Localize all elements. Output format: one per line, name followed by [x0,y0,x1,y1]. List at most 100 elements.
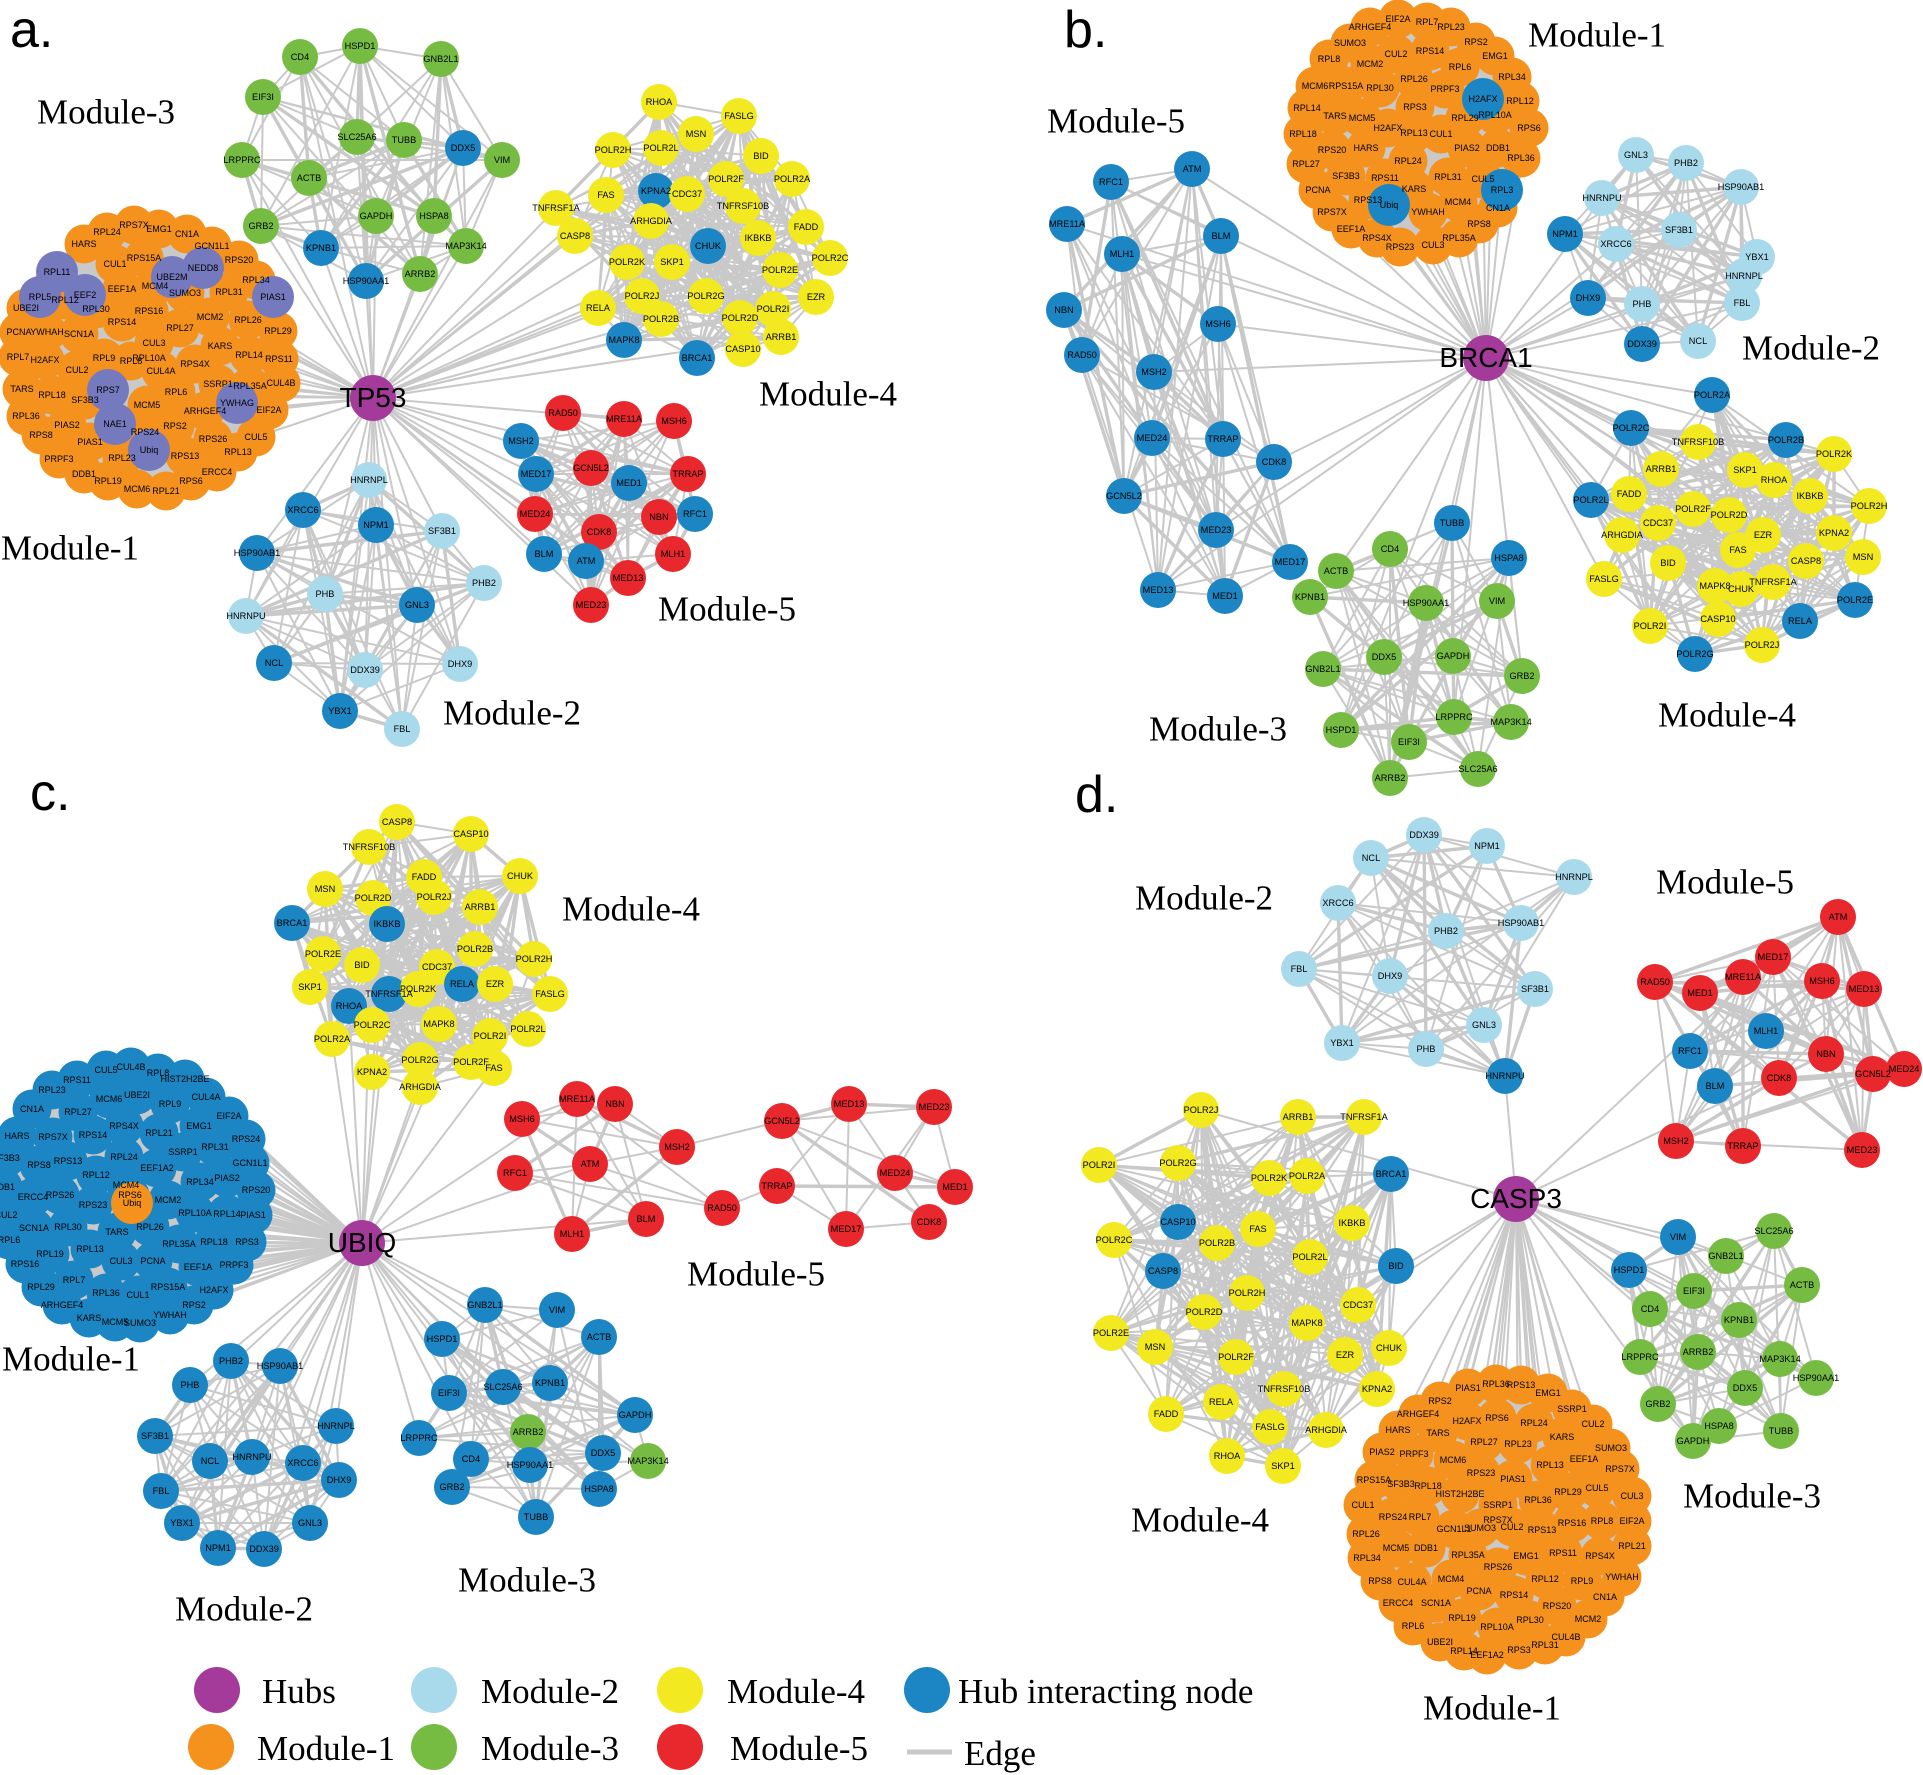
svg-text:RPL7: RPL7 [7,352,30,362]
svg-text:NCL: NCL [201,1456,219,1466]
svg-text:GAPDH: GAPDH [1437,651,1470,661]
svg-text:HSPD1: HSPD1 [1614,1265,1645,1275]
svg-text:SF3B3: SF3B3 [1332,171,1360,181]
svg-text:PRPF3: PRPF3 [1399,1449,1428,1459]
svg-text:POLR2F: POLR2F [1218,1352,1254,1362]
svg-text:MED13: MED13 [834,1099,865,1109]
svg-text:RPS3: RPS3 [1403,102,1427,112]
svg-text:BLM: BLM [535,549,554,559]
svg-text:Hubs: Hubs [262,1672,336,1711]
svg-text:RPL21: RPL21 [1618,1541,1646,1551]
svg-text:RPS16: RPS16 [11,1259,40,1269]
svg-text:MED13: MED13 [1143,585,1174,595]
svg-text:CUL2: CUL2 [65,365,88,375]
svg-text:PHB2: PHB2 [219,1356,243,1366]
svg-text:RPL24: RPL24 [93,227,121,237]
svg-text:CUL1: CUL1 [126,1290,149,1300]
svg-text:CUL2: CUL2 [0,1210,18,1220]
svg-text:PRPF3: PRPF3 [1430,84,1459,94]
svg-text:VIM: VIM [494,155,510,165]
svg-text:ARHGEF4: ARHGEF4 [1397,1409,1440,1419]
svg-text:RPS11: RPS11 [1371,173,1399,183]
svg-text:MED24: MED24 [1889,1064,1920,1074]
svg-text:ATM: ATM [577,556,596,566]
svg-text:MCM4: MCM4 [113,1180,140,1190]
svg-text:XRCC6: XRCC6 [287,1458,318,1468]
svg-text:RAD50: RAD50 [1067,350,1097,360]
svg-text:RPS3: RPS3 [1507,1645,1531,1655]
svg-text:HNRNPL: HNRNPL [1555,872,1593,882]
svg-text:MCM6: MCM6 [1440,1455,1467,1465]
svg-text:EIF3I: EIF3I [438,1388,460,1398]
svg-text:CUL4B: CUL4B [116,1062,145,1072]
svg-text:RPS4X: RPS4X [1585,1551,1615,1561]
svg-text:RELA: RELA [450,979,475,989]
svg-text:FADD: FADD [794,222,819,232]
svg-text:TRRAP: TRRAP [672,469,703,479]
svg-text:RPS11: RPS11 [265,354,293,364]
svg-text:RPL29: RPL29 [264,326,292,336]
svg-text:POLR2B: POLR2B [457,944,493,954]
svg-text:RPS15A: RPS15A [1357,1475,1392,1485]
svg-text:RPL13: RPL13 [1400,128,1428,138]
svg-text:PIAS1: PIAS1 [260,292,286,302]
svg-text:PRPF3: PRPF3 [44,454,73,464]
svg-text:RPL31: RPL31 [215,287,243,297]
svg-text:POLR2B: POLR2B [1768,435,1804,445]
svg-text:KPNA2: KPNA2 [641,186,671,196]
svg-text:H2AFX: H2AFX [1468,94,1497,104]
svg-text:SCN1A: SCN1A [1421,1598,1451,1608]
svg-text:RELA: RELA [1788,616,1813,626]
svg-text:MAP3K14: MAP3K14 [1490,717,1531,727]
svg-text:TNFRSF1A: TNFRSF1A [365,989,413,999]
svg-text:RPL7: RPL7 [1409,1512,1432,1522]
svg-text:CHUK: CHUK [507,871,534,881]
svg-text:DHX9: DHX9 [327,1475,352,1485]
svg-text:EEF1A2: EEF1A2 [1470,1650,1504,1660]
svg-text:RPS20: RPS20 [1318,145,1347,155]
svg-text:CHUK: CHUK [695,241,722,251]
svg-text:ACTB: ACTB [1324,566,1349,576]
svg-text:EZR: EZR [1336,1350,1355,1360]
svg-text:BID: BID [354,960,370,970]
svg-text:CHUK: CHUK [1376,1343,1403,1353]
svg-text:POLR2E: POLR2E [1093,1328,1129,1338]
svg-text:GAPDH: GAPDH [360,211,393,221]
svg-text:CDC37: CDC37 [1343,1300,1373,1310]
svg-text:CUL5: CUL5 [244,432,267,442]
svg-text:EMG1: EMG1 [1513,1551,1539,1561]
svg-text:POLR2D: POLR2D [355,893,392,903]
svg-text:RPS14: RPS14 [79,1130,108,1140]
svg-text:CASP8: CASP8 [1791,556,1821,566]
svg-text:MSN: MSN [1145,1342,1165,1352]
svg-text:MCM6: MCM6 [124,484,151,494]
svg-text:SLC25A6: SLC25A6 [1754,1226,1793,1236]
svg-text:RPS23: RPS23 [1386,242,1415,252]
svg-text:Module-2: Module-2 [1742,329,1880,368]
svg-text:MLH1: MLH1 [661,549,686,559]
svg-text:MAPK8: MAPK8 [423,1019,454,1029]
svg-text:MCM4: MCM4 [142,281,169,291]
svg-text:GCN1L1: GCN1L1 [232,1158,267,1168]
svg-text:MSN: MSN [686,129,706,139]
svg-text:PIAS2: PIAS2 [1454,143,1480,153]
svg-text:MRE11A: MRE11A [1049,219,1086,229]
svg-text:Module-3: Module-3 [1149,710,1287,749]
svg-text:YBX1: YBX1 [170,1518,194,1528]
svg-text:IKBKB: IKBKB [373,919,400,929]
svg-text:NCL: NCL [265,658,283,668]
svg-text:BRCA1: BRCA1 [277,918,308,928]
svg-text:RPL36: RPL36 [92,1288,120,1298]
svg-text:MLH1: MLH1 [1110,249,1135,259]
svg-text:MSN: MSN [315,884,335,894]
svg-text:PCNA: PCNA [6,327,31,337]
svg-text:MAP3K14: MAP3K14 [445,241,486,251]
svg-text:RHOA: RHOA [1214,1451,1241,1461]
svg-text:POLR2D: POLR2D [1186,1307,1223,1317]
svg-text:TUBB: TUBB [524,1512,549,1522]
svg-text:POLR2L: POLR2L [643,143,678,153]
svg-text:POLR2K: POLR2K [400,984,437,994]
svg-text:POLR2L: POLR2L [510,1024,545,1034]
svg-text:Edge: Edge [964,1734,1036,1773]
svg-text:RPL27: RPL27 [166,323,194,333]
